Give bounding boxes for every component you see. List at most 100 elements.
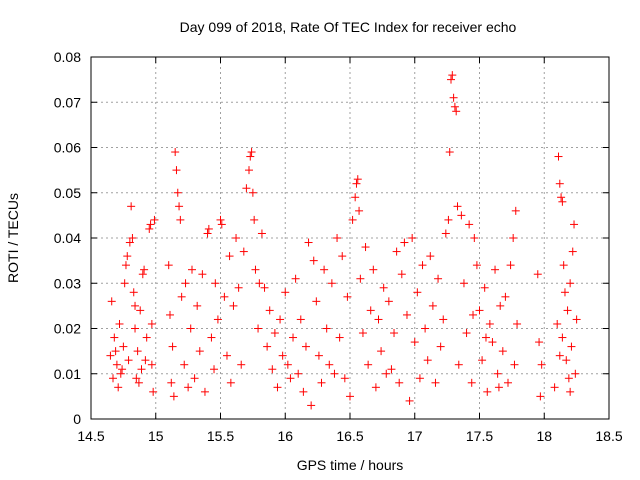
data-point (278, 351, 287, 360)
data-point (195, 347, 204, 356)
data-point (255, 279, 264, 288)
data-point (123, 252, 132, 261)
data-point (147, 319, 156, 328)
data-point (190, 374, 199, 383)
data-point (352, 179, 361, 188)
data-point (459, 279, 468, 288)
data-point (304, 238, 313, 247)
data-point (244, 166, 253, 175)
data-point (260, 283, 269, 292)
data-point (226, 378, 235, 387)
data-point (390, 329, 399, 338)
data-point (444, 215, 453, 224)
data-point (140, 265, 149, 274)
data-point (225, 252, 234, 261)
data-point (392, 247, 401, 256)
data-point (481, 333, 490, 342)
data-point (330, 369, 339, 378)
data-point (503, 378, 512, 387)
data-point (314, 351, 323, 360)
data-point (453, 202, 462, 211)
y-tick-label: 0.03 (54, 275, 81, 291)
data-point (171, 148, 180, 157)
data-point (114, 383, 123, 392)
data-point (203, 229, 212, 238)
y-tick-label: 0.05 (54, 185, 81, 201)
data-point (457, 211, 466, 220)
data-point (465, 220, 474, 229)
data-point (475, 306, 484, 315)
data-point (247, 148, 256, 157)
data-point (558, 333, 567, 342)
data-point (320, 265, 329, 274)
data-point (109, 374, 118, 383)
data-point (115, 319, 124, 328)
data-point (356, 274, 365, 283)
data-point (119, 342, 128, 351)
data-point (145, 224, 154, 233)
data-point (273, 383, 282, 392)
data-point (173, 188, 182, 197)
data-point (488, 338, 497, 347)
data-point (382, 369, 391, 378)
data-point (413, 288, 422, 297)
data-point (470, 234, 479, 242)
data-point (397, 270, 406, 279)
data-point (374, 315, 383, 324)
data-point (501, 292, 510, 301)
data-point (200, 387, 209, 396)
data-point (184, 383, 193, 392)
data-point (485, 319, 494, 328)
data-point (301, 342, 310, 351)
data-point (358, 329, 367, 338)
data-point (506, 261, 515, 270)
data-point (325, 360, 334, 369)
data-point (493, 369, 502, 378)
data-point (268, 365, 277, 374)
data-point (379, 283, 388, 292)
data-point (172, 166, 181, 175)
data-point (340, 374, 349, 383)
x-tick-label: 15 (148, 428, 164, 444)
data-point (400, 238, 409, 247)
data-point (554, 152, 563, 161)
data-point (276, 315, 285, 324)
data-points (106, 71, 581, 410)
x-tick-label: 17.5 (466, 428, 493, 444)
data-point (149, 387, 158, 396)
data-point (107, 297, 116, 306)
data-point (353, 175, 362, 184)
data-point (448, 71, 457, 80)
data-point (111, 347, 120, 356)
data-point (246, 152, 255, 161)
data-point (333, 234, 342, 242)
data-point (513, 319, 522, 328)
data-point (289, 333, 298, 342)
data-point (454, 360, 463, 369)
data-point (120, 279, 129, 288)
data-point (265, 306, 274, 315)
data-point (129, 288, 138, 297)
data-point (348, 215, 357, 224)
data-point (322, 324, 331, 333)
data-point (127, 202, 136, 211)
data-point (555, 351, 564, 360)
data-point (483, 387, 492, 396)
data-point (232, 234, 241, 242)
x-tick-label: 16.5 (336, 428, 363, 444)
data-point (137, 365, 146, 374)
data-point (248, 188, 257, 197)
y-tick-label: 0.02 (54, 321, 81, 337)
data-point (204, 224, 213, 233)
data-point (494, 383, 503, 392)
data-point (405, 396, 414, 405)
data-point (299, 387, 308, 396)
data-point (369, 265, 378, 274)
data-point (121, 261, 130, 270)
data-point (106, 351, 115, 360)
data-point (207, 333, 216, 342)
data-point (286, 374, 295, 383)
data-point (270, 329, 279, 338)
data-point (436, 342, 445, 351)
data-point (450, 102, 459, 111)
